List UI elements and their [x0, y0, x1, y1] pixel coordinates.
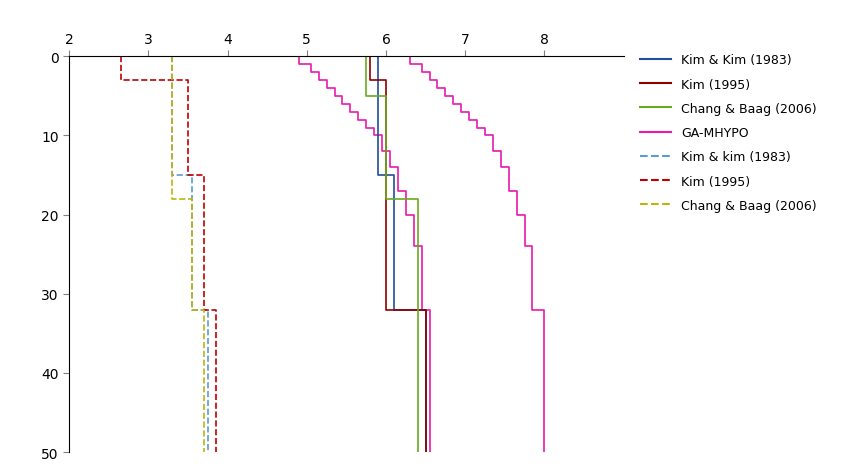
GA-MHYPO — [409, 244, 419, 249]
GA-MHYPO — [401, 212, 411, 218]
Kim & Kim (1983) — [389, 307, 399, 313]
GA-MHYPO — [337, 102, 347, 108]
Chang & Baag (2006) — [361, 94, 372, 99]
GA-MHYPO — [337, 94, 347, 99]
GA-MHYPO — [392, 165, 403, 170]
Kim & kim (1983) — [167, 173, 178, 178]
GA-MHYPO — [424, 307, 435, 313]
Kim & kim (1983) — [187, 307, 197, 313]
Line: Kim & Kim (1983): Kim & Kim (1983) — [378, 57, 425, 452]
Line: Chang & Baag (2006): Chang & Baag (2006) — [172, 57, 204, 452]
Kim & kim (1983) — [203, 449, 213, 455]
Chang & Baag (2006) — [167, 54, 178, 60]
GA-MHYPO — [417, 307, 427, 313]
GA-MHYPO — [321, 78, 332, 84]
Kim (1995) — [198, 307, 209, 313]
GA-MHYPO — [361, 118, 372, 123]
Kim & Kim (1983) — [373, 54, 384, 60]
Chang & Baag (2006) — [381, 94, 391, 99]
GA-MHYPO — [306, 62, 316, 68]
Line: Kim (1995): Kim (1995) — [120, 57, 216, 452]
Kim & kim (1983) — [167, 54, 178, 60]
GA-MHYPO — [329, 86, 339, 91]
GA-MHYPO — [424, 449, 435, 455]
Kim (1995) — [198, 173, 209, 178]
Line: Chang & Baag (2006): Chang & Baag (2006) — [366, 57, 417, 452]
Kim (1995) — [210, 449, 221, 455]
Chang & Baag (2006) — [198, 307, 209, 313]
Kim & Kim (1983) — [420, 307, 430, 313]
GA-MHYPO — [294, 62, 304, 68]
Chang & Baag (2006) — [187, 197, 197, 202]
Kim (1995) — [115, 54, 126, 60]
Legend: Kim & Kim (1983), Kim (1995), Chang & Baag (2006), GA-MHYPO, Kim & kim (1983), K: Kim & Kim (1983), Kim (1995), Chang & Ba… — [635, 49, 822, 218]
Line: Kim & kim (1983): Kim & kim (1983) — [172, 57, 208, 452]
Kim & Kim (1983) — [373, 173, 384, 178]
Kim (1995) — [381, 78, 391, 84]
Kim (1995) — [365, 54, 375, 60]
Kim & kim (1983) — [187, 173, 197, 178]
GA-MHYPO — [401, 188, 411, 194]
GA-MHYPO — [353, 118, 364, 123]
GA-MHYPO — [417, 244, 427, 249]
GA-MHYPO — [369, 133, 379, 139]
GA-MHYPO — [346, 109, 356, 115]
GA-MHYPO — [313, 70, 324, 76]
GA-MHYPO — [306, 70, 316, 76]
Chang & Baag (2006) — [412, 449, 423, 455]
GA-MHYPO — [385, 165, 395, 170]
GA-MHYPO — [346, 102, 356, 108]
Chang & Baag (2006) — [361, 54, 372, 60]
Line: GA-MHYPO: GA-MHYPO — [299, 57, 430, 452]
Kim & Kim (1983) — [389, 173, 399, 178]
Chang & Baag (2006) — [198, 449, 209, 455]
Kim & Kim (1983) — [420, 449, 430, 455]
GA-MHYPO — [377, 133, 387, 139]
GA-MHYPO — [369, 125, 379, 131]
GA-MHYPO — [392, 188, 403, 194]
GA-MHYPO — [294, 54, 304, 60]
GA-MHYPO — [385, 149, 395, 155]
Line: Kim (1995): Kim (1995) — [370, 57, 425, 452]
Chang & Baag (2006) — [187, 307, 197, 313]
Chang & Baag (2006) — [412, 197, 423, 202]
GA-MHYPO — [313, 78, 324, 84]
Kim (1995) — [365, 78, 375, 84]
Chang & Baag (2006) — [381, 197, 391, 202]
GA-MHYPO — [329, 94, 339, 99]
GA-MHYPO — [321, 86, 332, 91]
Kim (1995) — [420, 307, 430, 313]
Kim (1995) — [420, 449, 430, 455]
Kim (1995) — [183, 78, 193, 84]
GA-MHYPO — [353, 109, 364, 115]
Kim (1995) — [381, 307, 391, 313]
Kim (1995) — [115, 78, 126, 84]
Chang & Baag (2006) — [167, 197, 178, 202]
Kim (1995) — [183, 173, 193, 178]
GA-MHYPO — [409, 212, 419, 218]
GA-MHYPO — [361, 125, 372, 131]
Kim & kim (1983) — [203, 307, 213, 313]
Kim (1995) — [210, 307, 221, 313]
GA-MHYPO — [377, 149, 387, 155]
